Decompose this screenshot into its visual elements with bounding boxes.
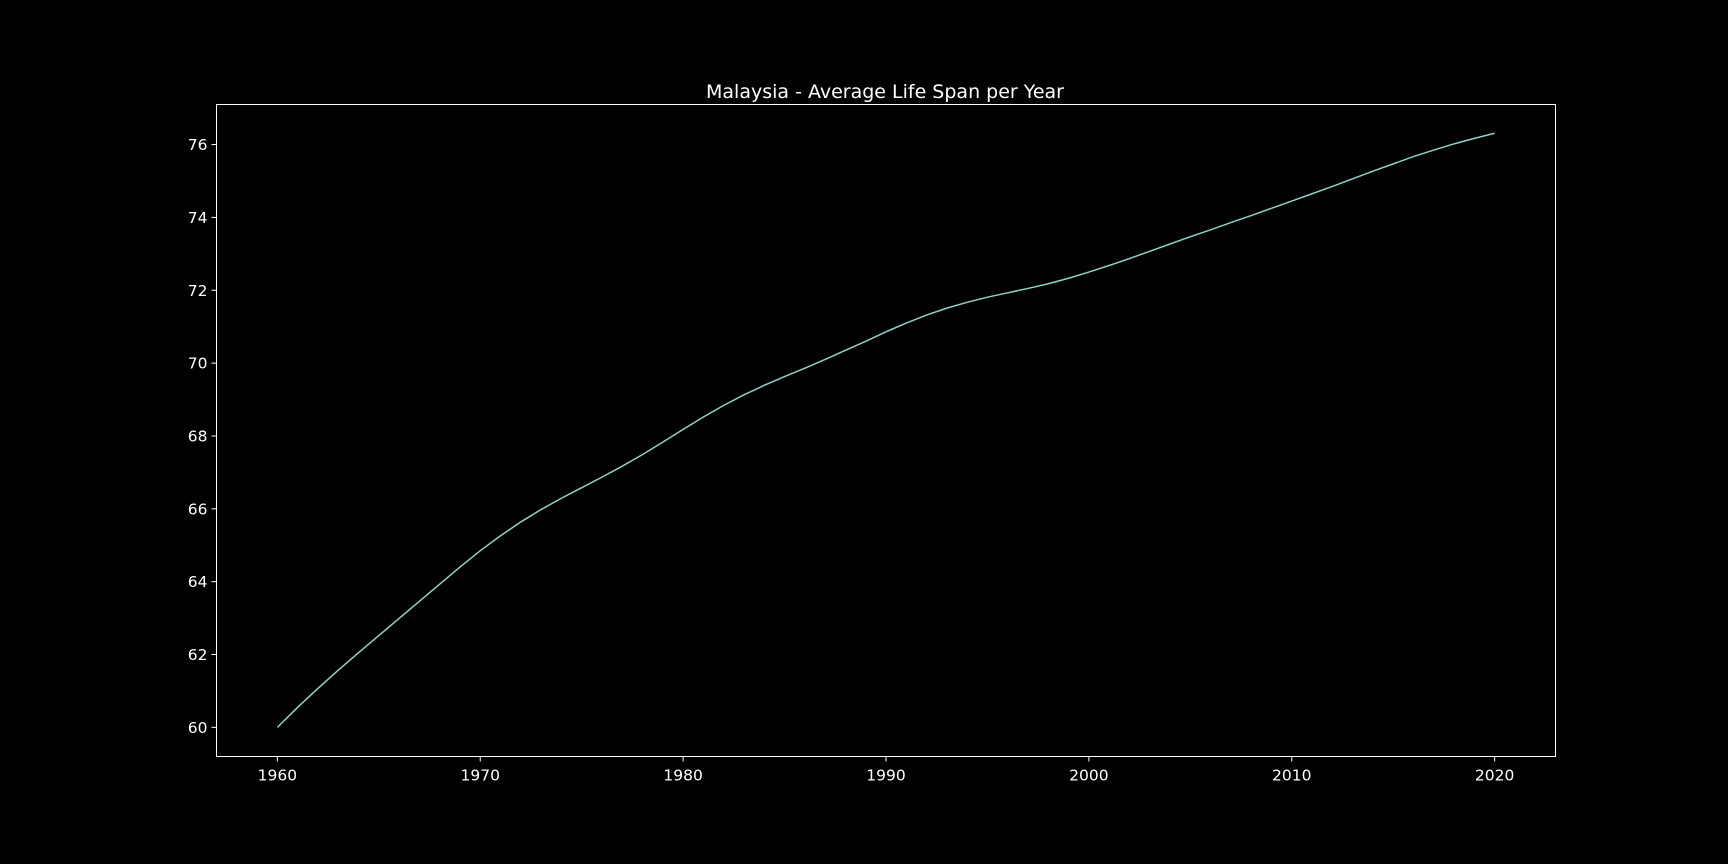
y-tick-label: 76	[188, 136, 208, 154]
y-tick-label: 68	[188, 427, 208, 445]
y-tick-label: 60	[188, 719, 208, 737]
y-tick-label: 66	[188, 500, 208, 518]
x-tick-label: 2010	[1272, 767, 1311, 785]
y-tick-label: 74	[188, 209, 208, 227]
x-tick-label: 2020	[1475, 767, 1514, 785]
x-tick-label: 2000	[1069, 767, 1108, 785]
x-tick-label: 1970	[461, 767, 500, 785]
plot-area-frame	[216, 104, 1556, 757]
x-axis-ticks: 1960 1970 1980 1990 2000 2010 2020	[258, 756, 1514, 785]
y-tick-label: 62	[188, 646, 208, 664]
life-span-line	[276, 132, 1495, 728]
chart-title: Malaysia - Average Life Span per Year	[706, 81, 1064, 103]
x-tick-label: 1960	[258, 767, 297, 785]
y-axis-ticks: 60 62 64 66 68 70 72 74 76	[188, 136, 217, 737]
y-tick-label: 70	[188, 355, 208, 373]
x-tick-label: 1980	[663, 767, 702, 785]
x-tick-label: 1990	[866, 767, 905, 785]
y-tick-label: 72	[188, 282, 208, 300]
y-tick-label: 64	[188, 573, 208, 591]
